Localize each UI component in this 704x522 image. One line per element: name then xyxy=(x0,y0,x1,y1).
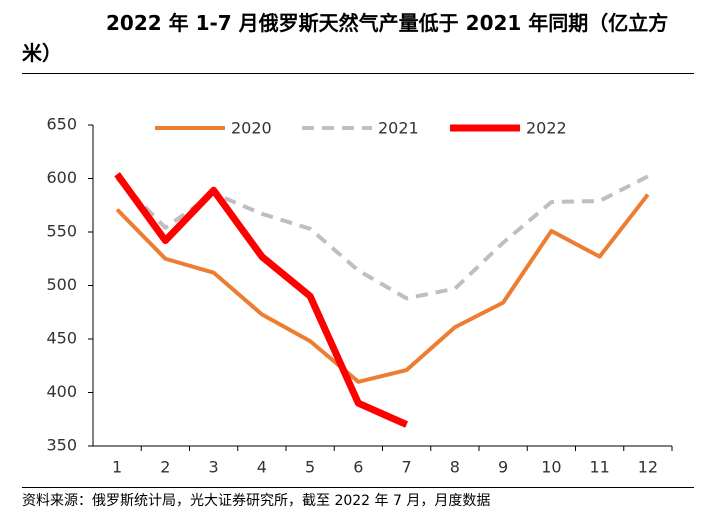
source-note: 资料来源：俄罗斯统计局，光大证券研究所，截至 2022 年 7 月，月度数据 xyxy=(22,493,491,509)
rule xyxy=(22,487,694,488)
x-tick-label: 7 xyxy=(402,458,412,477)
x-tick-label: 9 xyxy=(498,458,508,477)
legend-label: 2021 xyxy=(378,119,419,138)
legend-label: 2020 xyxy=(231,119,272,138)
x-tick-label: 2 xyxy=(160,458,170,477)
y-tick-label: 450 xyxy=(46,329,77,348)
chart-title: 2022 年 1-7 月俄罗斯天然气产量低于 2021 年同期（亿立方米） xyxy=(22,11,669,65)
series-line xyxy=(114,172,409,428)
x-tick-label: 10 xyxy=(541,458,561,477)
x-tick-label: 1 xyxy=(112,458,122,477)
y-tick-label: 400 xyxy=(46,382,77,401)
x-tick-label: 8 xyxy=(450,458,460,477)
x-tick-label: 12 xyxy=(638,458,658,477)
y-tick-label: 500 xyxy=(46,275,77,294)
legend-label: 2022 xyxy=(526,119,567,138)
x-tick-label: 11 xyxy=(589,458,609,477)
y-tick-label: 550 xyxy=(46,222,77,241)
y-tick-label: 600 xyxy=(46,168,77,187)
series-line xyxy=(115,174,649,301)
x-tick-label: 6 xyxy=(353,458,363,477)
y-tick-label: 350 xyxy=(46,436,77,455)
series-line xyxy=(115,193,650,384)
x-tick-label: 3 xyxy=(209,458,219,477)
x-tick-label: 4 xyxy=(257,458,267,477)
y-tick-label: 650 xyxy=(46,115,77,134)
x-tick-label: 5 xyxy=(305,458,315,477)
rule xyxy=(22,73,694,74)
